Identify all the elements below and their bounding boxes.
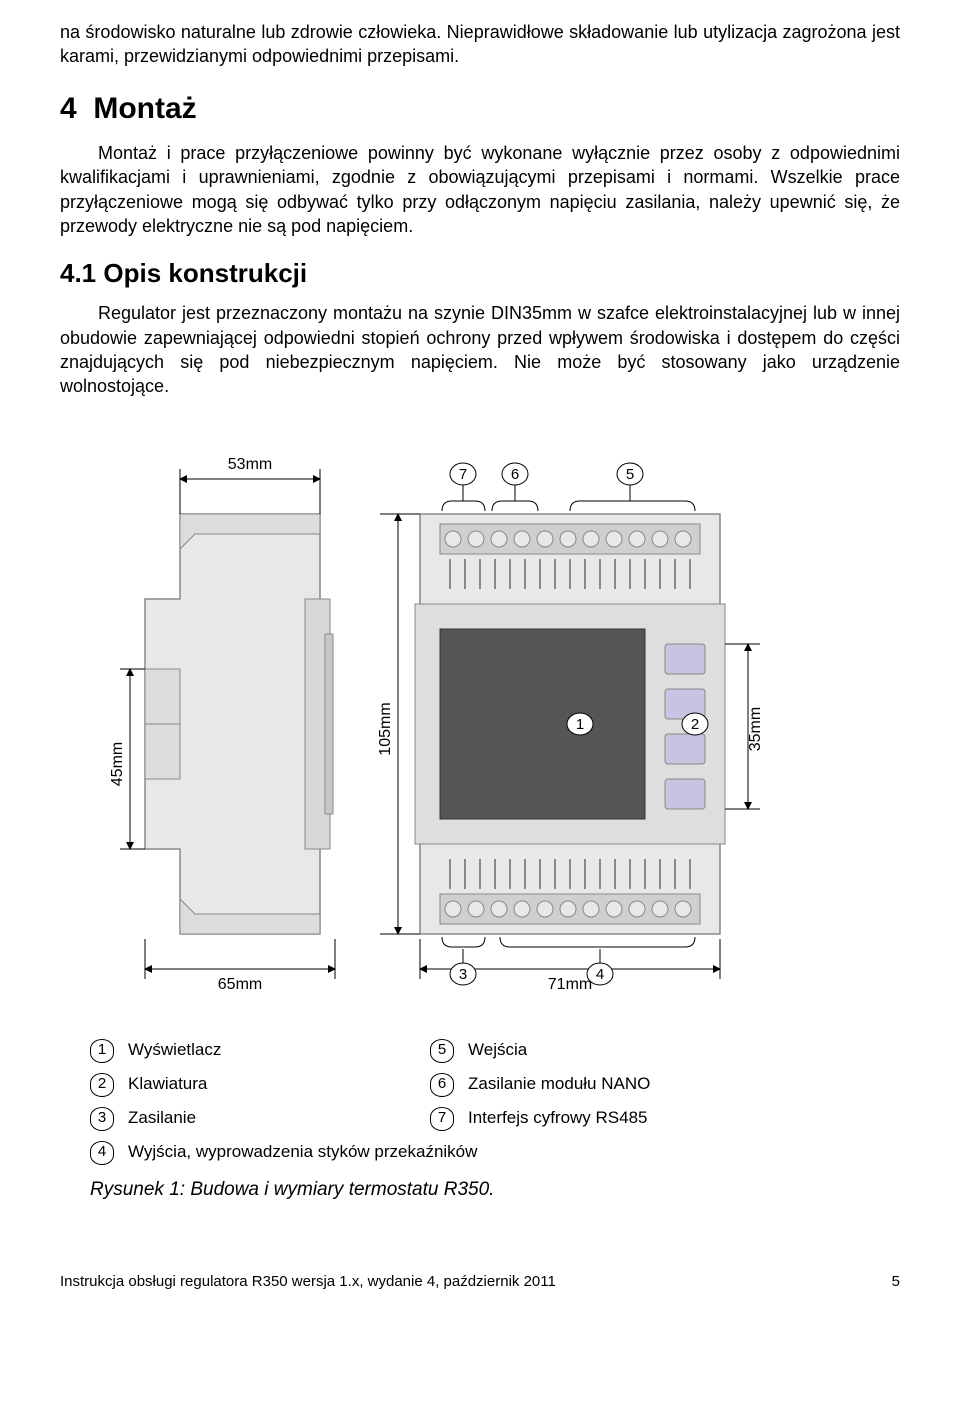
callout-7: 7: [450, 463, 476, 485]
section-41-number: 4.1: [60, 258, 96, 288]
legend-item-2: 2 Klawiatura: [90, 1073, 430, 1097]
callout-2: 2: [682, 713, 708, 735]
figure-caption: Rysunek 1: Budowa i wymiary termostatu R…: [90, 1177, 900, 1203]
callout-6: 6: [502, 463, 528, 485]
svg-text:6: 6: [511, 466, 519, 483]
legend-item-4: 4 Wyjścia, wyprowadzenia styków przekaźn…: [90, 1141, 770, 1165]
svg-text:7: 7: [459, 466, 467, 483]
legend-item-7: 7 Interfejs cyfrowy RS485: [430, 1107, 770, 1131]
svg-text:1: 1: [576, 716, 584, 733]
legend-item-3: 3 Zasilanie: [90, 1107, 430, 1131]
dim-45mm-label: 45mm: [109, 741, 126, 785]
footer-page-number: 5: [892, 1272, 900, 1292]
legend-item-6: 6 Zasilanie modułu NANO: [430, 1073, 770, 1097]
legend-item-1: 1 Wyświetlacz: [90, 1039, 430, 1063]
dim-65mm-label: 65mm: [218, 976, 262, 993]
dim-105mm-label: 105mm: [377, 702, 394, 755]
legend-label-3: Zasilanie: [128, 1107, 196, 1130]
legend-num-7: 7: [430, 1107, 454, 1131]
legend-num-1: 1: [90, 1039, 114, 1063]
dim-53mm: 53mm: [180, 456, 320, 514]
section-4-paragraph: Montaż i prace przyłączeniowe powinny by…: [60, 141, 900, 238]
device-diagram: 53mm 45mm 65mm: [60, 419, 900, 1019]
legend-label-2: Klawiatura: [128, 1073, 207, 1096]
legend-num-2: 2: [90, 1073, 114, 1097]
legend: 1 Wyświetlacz 5 Wejścia 2 Klawiatura 6 Z…: [90, 1039, 900, 1165]
section-41-heading: 4.1 Opis konstrukcji: [60, 256, 900, 291]
section-4-number: 4: [60, 92, 77, 125]
dim-105mm: 105mm: [377, 514, 420, 934]
legend-label-1: Wyświetlacz: [128, 1039, 221, 1062]
legend-num-4: 4: [90, 1141, 114, 1165]
section-4-heading: 4 Montaż: [60, 89, 900, 130]
footer-left: Instrukcja obsługi regulatora R350 wersj…: [60, 1272, 556, 1292]
legend-num-5: 5: [430, 1039, 454, 1063]
legend-label-6: Zasilanie modułu NANO: [468, 1073, 650, 1096]
section-4-title: Montaż: [93, 92, 196, 125]
callout-4: 4: [587, 963, 613, 985]
page-footer: Instrukcja obsługi regulatora R350 wersj…: [60, 1272, 900, 1292]
dim-35mm-label: 35mm: [747, 706, 764, 750]
legend-item-5: 5 Wejścia: [430, 1039, 770, 1063]
dim-53mm-label: 53mm: [228, 456, 272, 473]
legend-num-3: 3: [90, 1107, 114, 1131]
dim-45mm: 45mm: [109, 669, 145, 849]
svg-text:3: 3: [459, 966, 467, 983]
svg-text:2: 2: [691, 716, 699, 733]
callout-3: 3: [450, 963, 476, 985]
section-41-title: Opis konstrukcji: [103, 258, 307, 288]
side-profile: [145, 514, 333, 934]
dim-35mm: 35mm: [725, 644, 764, 809]
legend-label-7: Interfejs cyfrowy RS485: [468, 1107, 648, 1130]
legend-label-4: Wyjścia, wyprowadzenia styków przekaźnik…: [128, 1141, 477, 1164]
svg-text:4: 4: [596, 966, 604, 983]
section-41-paragraph: Regulator jest przeznaczony montażu na s…: [60, 301, 900, 398]
callout-1: 1: [567, 713, 593, 735]
callout-5: 5: [617, 463, 643, 485]
diagram-svg: 53mm 45mm 65mm: [100, 419, 860, 1019]
intro-paragraph: na środowisko naturalne lub zdrowie czło…: [60, 20, 900, 69]
dim-71mm-label: 71mm: [548, 976, 592, 993]
legend-num-6: 6: [430, 1073, 454, 1097]
dim-65mm: 65mm: [145, 939, 335, 993]
legend-label-5: Wejścia: [468, 1039, 527, 1062]
svg-text:5: 5: [626, 466, 634, 483]
